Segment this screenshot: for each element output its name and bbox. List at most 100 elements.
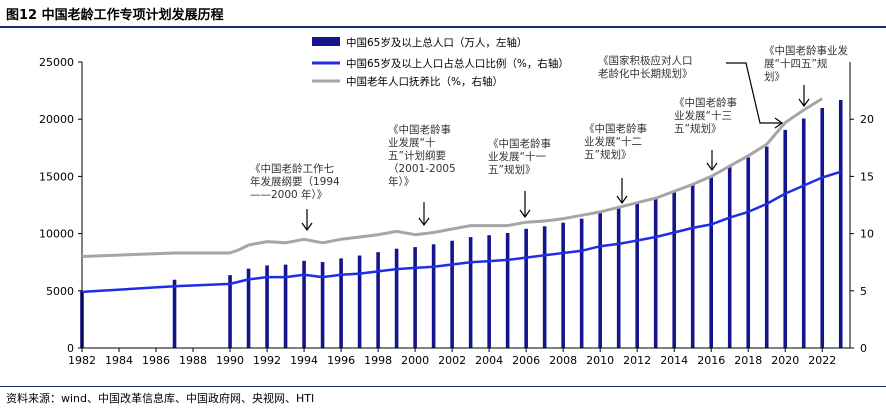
bar-1998	[376, 252, 380, 348]
annotation-11th-plan-line-1: 业发展“十一	[488, 150, 546, 163]
bar-2000	[413, 247, 417, 348]
right-tick-label-0: 0	[860, 342, 867, 355]
left-tick-label-25000: 25000	[39, 56, 74, 69]
right-tick-label-20: 20	[860, 113, 874, 126]
x-tick-label-1994: 1994	[290, 354, 318, 367]
source-rule	[0, 386, 886, 387]
x-tick-label-2010: 2010	[586, 354, 614, 367]
bar-2008	[561, 222, 565, 348]
left-tick-label-10000: 10000	[39, 228, 74, 241]
x-tick-label-1996: 1996	[327, 354, 355, 367]
annotation-10th-plan-line-2: 五”计划纲要	[388, 149, 446, 162]
annotation-1994-line-1: 年发展纲要（1994	[250, 175, 340, 188]
left-tick-label-5000: 5000	[46, 285, 74, 298]
legend: 中国65岁及以上总人口（万人，左轴） 中国65岁及以上人口占总人口比例（%，右轴）…	[312, 36, 569, 88]
right-tick-label-5: 5	[860, 285, 867, 298]
annotation-11th-plan-line-0: 《中国老龄事	[488, 137, 551, 150]
title-rule	[0, 26, 886, 28]
annotation-11th-plan-line-2: 五”规划》	[488, 163, 535, 176]
legend-label-bars: 中国65岁及以上总人口（万人，左轴）	[346, 36, 527, 49]
bar-2023	[838, 100, 843, 349]
bar-2009	[579, 218, 584, 348]
bar-2011	[616, 207, 621, 348]
bar-2020	[783, 129, 788, 348]
dependency-ratio-line	[81, 97, 823, 258]
bar-1991	[246, 268, 251, 348]
annotation-long-term-line-0: 《国家积极应对人口	[598, 54, 693, 67]
x-tick-label-2012: 2012	[623, 354, 651, 367]
bar-1995	[320, 262, 325, 348]
annotation-12th-plan-line-0: 《中国老龄事	[584, 122, 647, 135]
bar-1997	[357, 255, 362, 348]
x-tick-label-2018: 2018	[734, 354, 762, 367]
bar-2017	[727, 166, 732, 348]
x-tick-label-1988: 1988	[179, 354, 207, 367]
x-tick-label-1990: 1990	[216, 354, 244, 367]
annotation-long-term-arrowhead	[774, 117, 784, 129]
x-tick-label-1986: 1986	[142, 354, 170, 367]
annotation-13th-plan-line-2: 五”规划》	[674, 122, 721, 135]
annotation-1994-line-0: 《中国老龄工作七	[250, 162, 334, 175]
legend-swatch-bars	[312, 37, 340, 46]
bar-2013	[653, 197, 658, 348]
annotation-10th-plan-arrowhead	[418, 217, 430, 227]
bar-1996	[339, 258, 343, 348]
bar-1993	[283, 264, 288, 348]
bar-2022	[820, 108, 825, 348]
x-tick-label-2004: 2004	[475, 354, 503, 367]
annotation-1994-line-2: ——2000 年）》	[250, 188, 327, 201]
bar-2002	[450, 240, 454, 348]
annotation-long-term-line-1: 老龄化中长期规划》	[598, 67, 693, 80]
legend-label-share: 中国65岁及以上人口占总人口比例（%，右轴）	[346, 57, 569, 70]
bar-2021	[801, 118, 806, 348]
bar-2005	[505, 232, 510, 348]
x-tick-label-1982: 1982	[68, 354, 96, 367]
annotation-11th-plan-arrowhead	[519, 209, 531, 219]
x-tick-label-1998: 1998	[364, 354, 392, 367]
bar-2007	[542, 226, 547, 348]
bar-2004	[487, 235, 491, 348]
right-tick-label-10: 10	[860, 228, 874, 241]
bar-2014	[672, 190, 676, 348]
x-tick-label-2022: 2022	[808, 354, 836, 367]
bar-1994	[302, 260, 306, 348]
annotation-14th-plan-line-2: 划》	[764, 70, 785, 83]
x-tick-label-2000: 2000	[401, 354, 429, 367]
annotation-1994-arrowhead	[301, 222, 313, 232]
bar-series	[80, 100, 843, 349]
annotation-13th-plan-arrowhead	[706, 162, 718, 172]
annotation-13th-plan-line-1: 业发展“十三	[674, 109, 732, 122]
bar-2010	[598, 211, 602, 348]
annotation-long-term-arrow	[726, 62, 782, 124]
x-tick-label-2020: 2020	[771, 354, 799, 367]
annotation-13th-plan-line-0: 《中国老龄事	[674, 96, 737, 109]
annotation-12th-plan-arrowhead	[616, 195, 628, 205]
annotation-10th-plan-line-1: 业发展“十	[388, 136, 435, 149]
axes: 0 5000 10000 15000 20000 25000 0 5 10 15 20 1982 198…	[39, 56, 874, 367]
annotation-12th-plan-line-1: 业发展“十二	[584, 135, 642, 148]
annotation-12th-plan-line-2: 五”规划》	[584, 148, 631, 161]
bar-2001	[431, 244, 436, 348]
x-tick-label-1992: 1992	[253, 354, 281, 367]
x-tick-label-2008: 2008	[549, 354, 577, 367]
line-series	[81, 97, 842, 294]
x-tick-label-2016: 2016	[697, 354, 725, 367]
annotation-14th-plan-line-1: 展“十四五”规	[764, 57, 828, 70]
left-tick-label-0: 0	[67, 342, 74, 355]
bar-2015	[690, 183, 695, 348]
annotation-10th-plan-line-4: 年）》	[388, 175, 414, 188]
x-tick-label-2002: 2002	[438, 354, 466, 367]
left-tick-label-15000: 15000	[39, 170, 74, 183]
source-note: 资料来源：wind、中国改革信息库、中国政府网、央视网、HTI	[6, 392, 315, 405]
left-tick-label-20000: 20000	[39, 113, 74, 126]
bar-1992	[265, 265, 269, 348]
